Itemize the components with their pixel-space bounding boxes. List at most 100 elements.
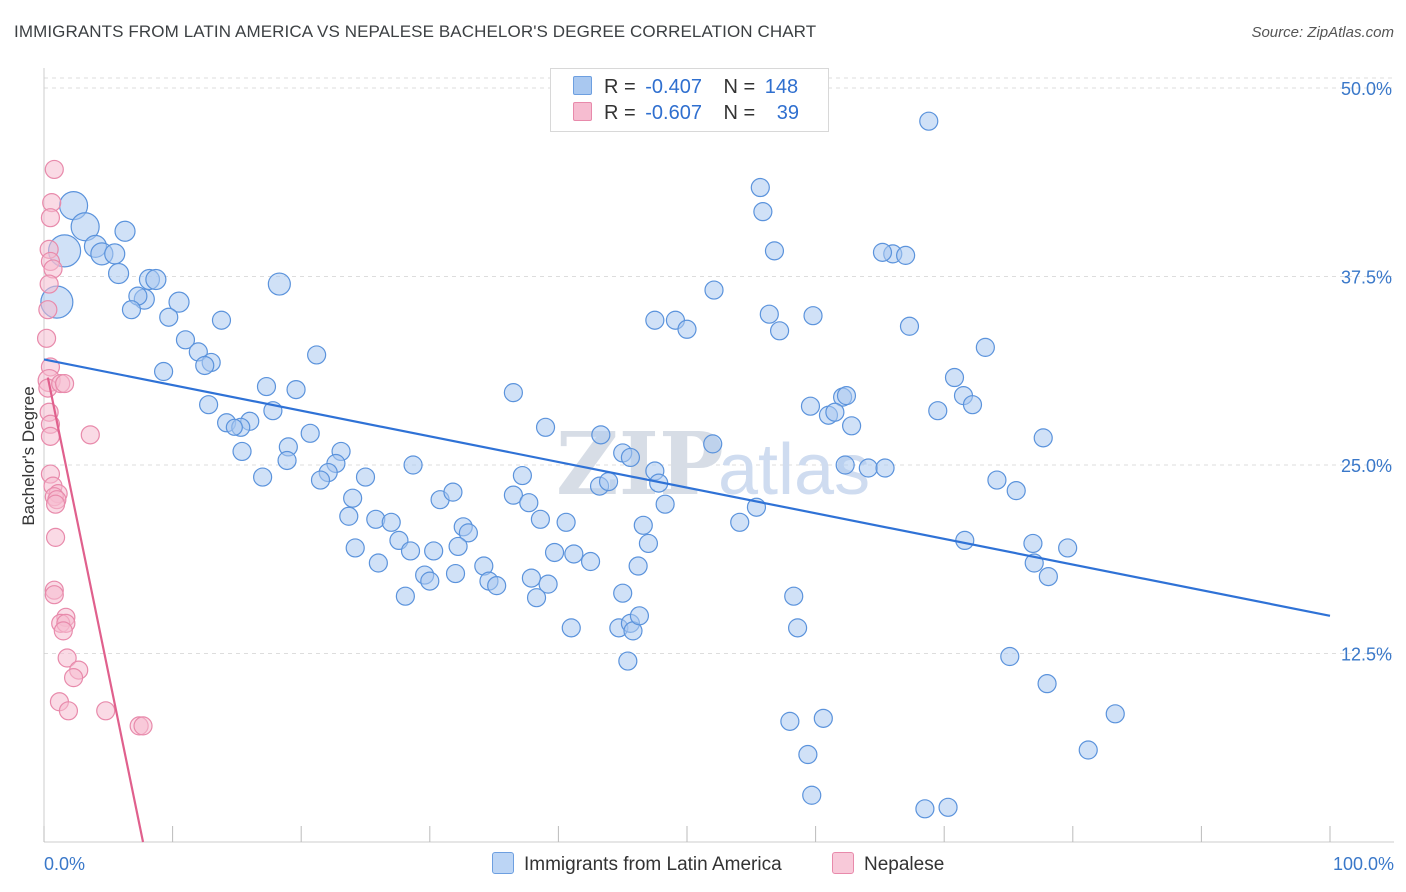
data-point: [58, 701, 79, 721]
data-point: [70, 212, 100, 242]
bottom-legend-latin-america: Immigrants from Latin America: [492, 852, 782, 876]
tick-labels: 12.5% 25.0% 37.5% 50.0% 0.0% 100.0%: [44, 79, 1394, 874]
trend-line-latin-america: [43, 358, 1331, 617]
data-point: [538, 574, 558, 594]
data-point: [759, 304, 779, 324]
data-point: [345, 538, 365, 558]
legend-r-label: R =: [604, 76, 636, 98]
data-point: [526, 588, 547, 608]
data-point: [44, 159, 64, 180]
data-point: [1078, 740, 1098, 760]
data-point: [620, 447, 641, 468]
data-point: [38, 300, 58, 320]
data-point: [63, 668, 84, 688]
data-point: [750, 177, 770, 198]
data-point: [544, 542, 565, 563]
x-tick-label: 100.0%: [1333, 854, 1394, 874]
data-point: [232, 441, 252, 462]
data-point: [1038, 566, 1058, 587]
y-tick-label: 37.5%: [1341, 268, 1392, 288]
data-point: [519, 493, 539, 513]
data-point: [764, 241, 785, 261]
data-point: [458, 523, 478, 543]
chart-source: Source: ZipAtlas.com: [1251, 24, 1394, 41]
data-point: [938, 797, 958, 817]
data-point: [955, 530, 975, 551]
data-point: [618, 651, 638, 671]
data-point: [159, 307, 179, 327]
data-point: [975, 337, 995, 357]
data-point: [780, 711, 800, 731]
bottom-legend-swatch-latin-america: [492, 852, 514, 874]
y-tick-label: 50.0%: [1341, 79, 1392, 99]
data-point: [107, 262, 130, 285]
data-point: [253, 467, 273, 487]
data-point: [875, 458, 895, 478]
data-point: [1058, 538, 1078, 558]
data-point: [133, 716, 153, 736]
data-point: [121, 300, 142, 320]
data-point: [836, 386, 857, 406]
data-point: [395, 586, 415, 606]
data-point: [638, 533, 659, 554]
legend-r-value: -0.607: [645, 102, 702, 124]
data-point: [613, 583, 633, 603]
data-point: [195, 355, 215, 376]
data-point: [591, 425, 611, 445]
data-point: [564, 544, 584, 564]
data-point: [366, 509, 386, 529]
data-point: [1033, 428, 1053, 448]
legend-swatch-latin-america: [573, 76, 592, 95]
data-point: [987, 470, 1007, 490]
data-point: [339, 506, 359, 526]
data-point: [704, 280, 724, 300]
data-point: [677, 319, 697, 339]
data-point: [1037, 674, 1057, 694]
legend-r-value: -0.407: [645, 76, 702, 98]
data-point: [858, 458, 878, 478]
bottom-legend-label: Immigrants from Latin America: [524, 854, 782, 875]
data-point: [842, 416, 862, 436]
data-point: [310, 470, 331, 490]
data-point: [784, 586, 804, 606]
data-point: [80, 425, 100, 445]
data-point: [57, 648, 77, 668]
bottom-legend-swatch-nepalese: [832, 852, 854, 874]
data-point: [267, 272, 291, 296]
trend-line-nepalese: [46, 377, 145, 843]
data-point: [899, 316, 920, 336]
data-point: [813, 708, 833, 728]
data-point: [403, 455, 423, 475]
data-point: [503, 383, 523, 403]
data-point: [535, 417, 556, 437]
data-point: [44, 585, 64, 605]
data-point: [277, 450, 297, 471]
data-point: [1000, 646, 1020, 667]
legend-swatch-nepalese: [573, 102, 592, 121]
data-point: [53, 621, 73, 641]
data-point: [211, 310, 232, 330]
data-point: [628, 556, 648, 576]
data-point: [730, 512, 750, 532]
data-point: [39, 274, 59, 294]
data-point: [800, 396, 821, 416]
data-point: [872, 242, 893, 262]
data-point: [153, 361, 174, 382]
data-point: [168, 291, 190, 313]
data-point: [633, 515, 653, 535]
data-point: [45, 527, 66, 547]
data-point: [580, 551, 601, 572]
data-point: [424, 541, 444, 561]
y-axis-label: Bachelor's Degree: [19, 386, 38, 525]
data-point: [629, 606, 650, 626]
data-point: [962, 395, 983, 415]
data-point: [225, 418, 243, 436]
data-point: [521, 568, 541, 588]
data-point: [286, 380, 306, 400]
data-point: [1023, 533, 1043, 554]
x-tick-label: 0.0%: [44, 854, 85, 874]
data-point: [703, 434, 723, 454]
data-point: [114, 220, 136, 242]
data-point: [769, 321, 790, 341]
